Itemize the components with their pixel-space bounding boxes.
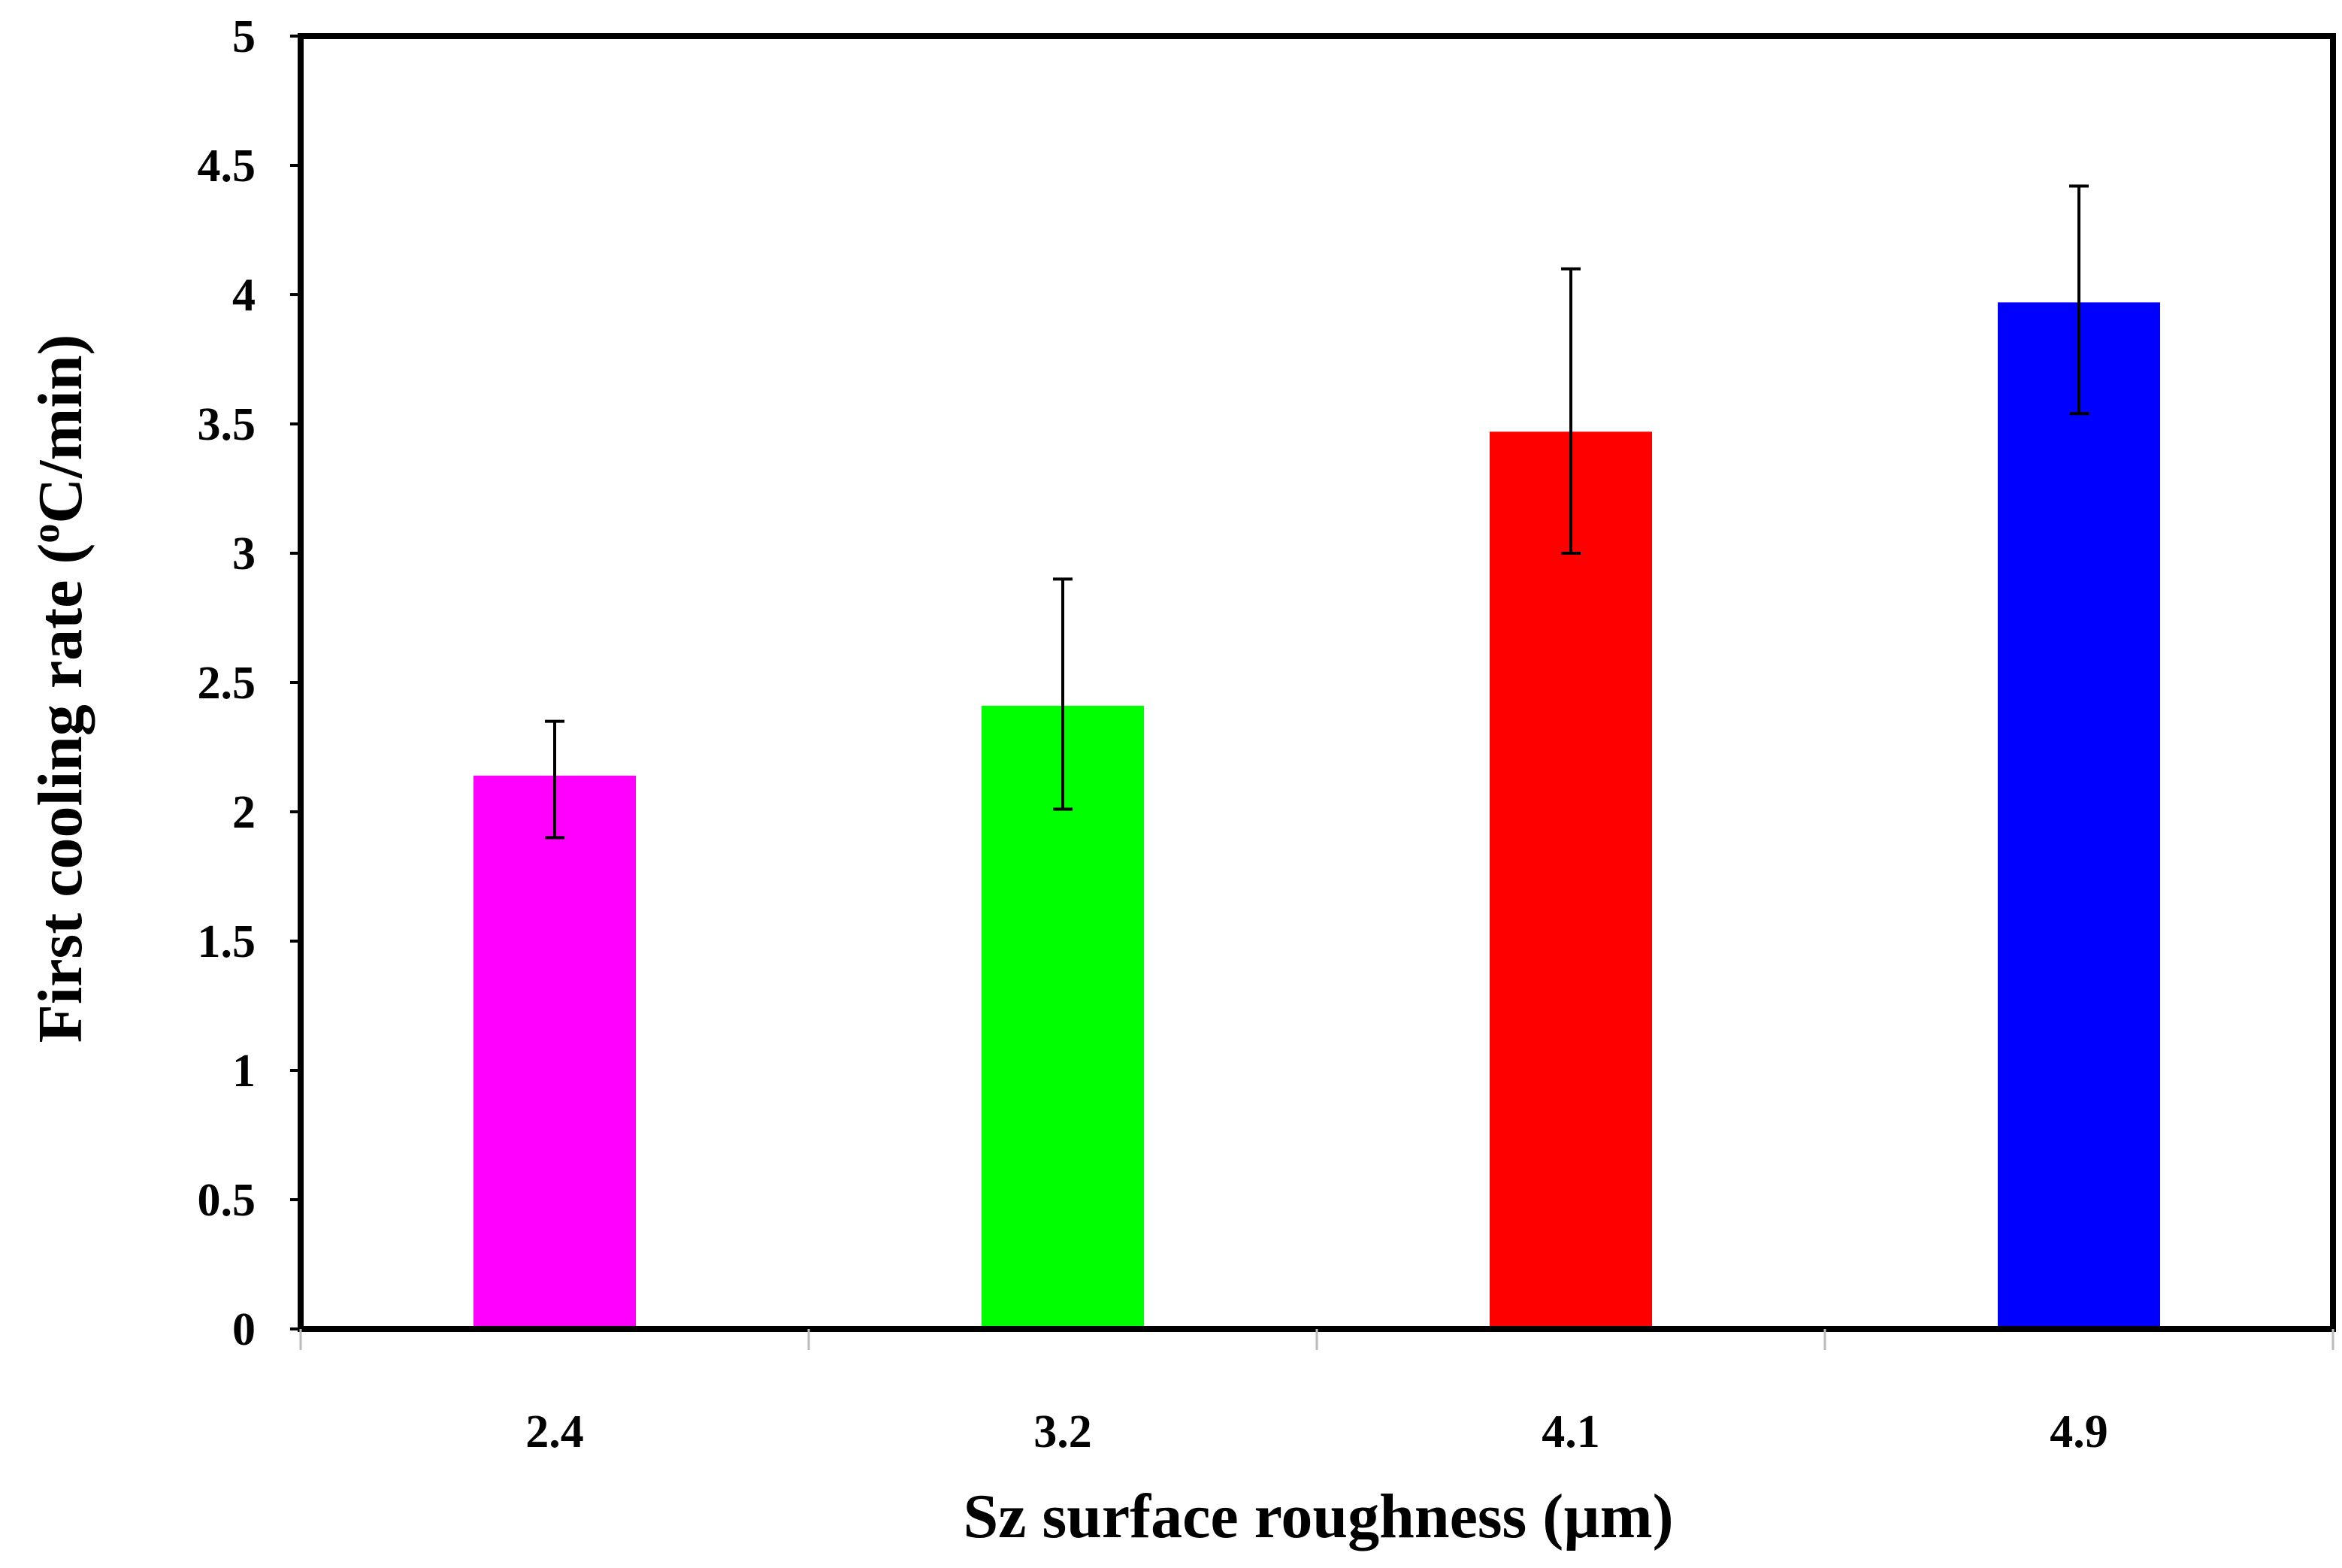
error-bar-4.1 xyxy=(1561,267,1581,555)
bar-4.1 xyxy=(1490,431,1652,1329)
y-tick-label: 0 xyxy=(232,1304,256,1355)
bar-group xyxy=(474,302,2160,1329)
error-bar-2.4 xyxy=(545,719,564,840)
y-axis-title: First cooling rate (oC/min) xyxy=(25,334,95,1043)
y-tick-label: 4 xyxy=(232,270,256,321)
y-tick-label: 3 xyxy=(232,528,256,580)
bar-2.4 xyxy=(474,775,636,1329)
x-axis-ticks: 2.4 3.2 4.1 4.9 xyxy=(299,1326,2334,1458)
y-axis-title-degree: o xyxy=(25,524,68,543)
y-axis-title-post: C/min) xyxy=(26,334,95,524)
y-tick-label: 1 xyxy=(232,1046,256,1097)
error-bar-3.2 xyxy=(1053,577,1073,811)
x-tick-label: 3.2 xyxy=(1033,1406,1092,1458)
y-tick-label: 2.5 xyxy=(198,658,256,709)
y-axis-ticks: 0 0.5 1 1.5 2 2.5 3 3.5 4 4.5 5 xyxy=(198,11,301,1355)
x-tick-label: 4.1 xyxy=(1542,1406,1600,1458)
x-tick-label: 2.4 xyxy=(525,1406,584,1458)
y-tick-label: 3.5 xyxy=(198,399,256,450)
error-bar-4.9 xyxy=(2069,184,2089,416)
y-tick-label: 4.5 xyxy=(198,141,256,192)
y-tick-label: 2 xyxy=(232,787,256,838)
y-tick-label: 0.5 xyxy=(198,1175,256,1226)
y-tick-label: 5 xyxy=(232,11,256,62)
x-axis-title: Sz surface roughness (µm) xyxy=(963,1482,1673,1551)
x-tick-label: 4.9 xyxy=(2050,1406,2108,1458)
y-tick-label: 1.5 xyxy=(198,916,256,967)
bar-4.9 xyxy=(1998,302,2160,1329)
y-axis-title-pre: First cooling rate ( xyxy=(26,543,95,1043)
error-bar-group xyxy=(545,184,2089,840)
